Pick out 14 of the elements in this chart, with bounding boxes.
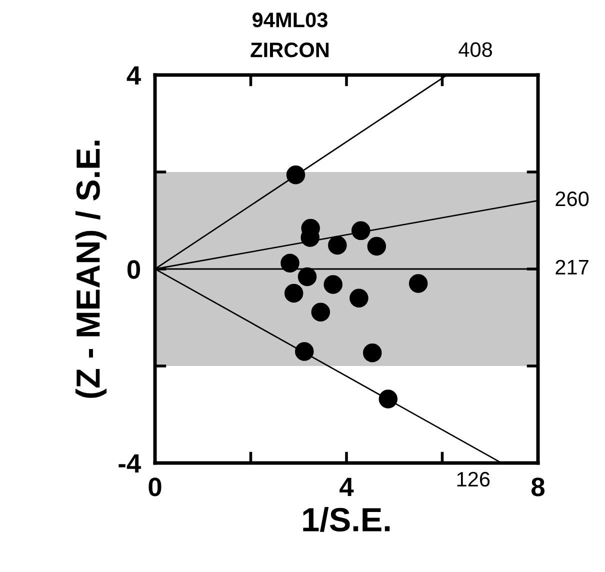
y-axis-title: (Z - MEAN) / S.E. <box>75 140 107 398</box>
annotation: 126 <box>457 472 490 487</box>
annotation: 408 <box>458 42 492 57</box>
x-axis-title: 1/S.E. <box>303 507 390 532</box>
annotation: 217 <box>556 260 588 274</box>
annotation: 260 <box>556 191 589 206</box>
y-tick-label: 0 <box>127 260 140 279</box>
y-tick-label: -4 <box>118 454 141 473</box>
chart-title: 94ML03 <box>252 12 328 28</box>
x-tick-label: 0 <box>148 478 162 496</box>
chart-subtitle: ZIRCON <box>250 42 329 58</box>
x-tick-label: 8 <box>532 478 545 496</box>
x-tick-label: 4 <box>340 478 354 496</box>
y-tick-label: 4 <box>126 66 141 85</box>
